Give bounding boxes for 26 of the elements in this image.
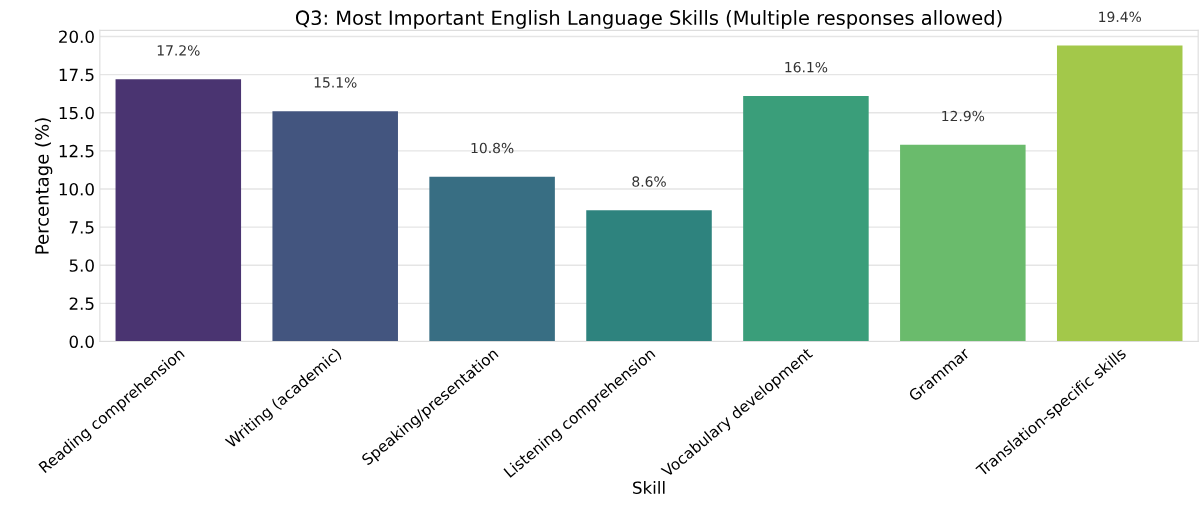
bar	[272, 111, 398, 342]
y-tick-label: 0.0	[69, 335, 94, 349]
bar	[429, 176, 555, 342]
y-tick-label: 10.0	[59, 182, 94, 196]
bar	[1056, 45, 1183, 342]
data-label: 16.1%	[785, 61, 828, 73]
y-tick-label: 2.5	[69, 297, 94, 310]
data-label: 15.1%	[314, 77, 357, 88]
x-axis-title: Skill	[633, 481, 665, 495]
y-axis-title: Percentage (%)	[34, 118, 53, 254]
data-label: 8.6%	[632, 176, 666, 187]
bar	[743, 95, 869, 342]
data-label: 17.2%	[157, 45, 200, 56]
bar	[115, 79, 242, 342]
y-tick-label: 17.5	[59, 68, 94, 82]
bar	[900, 144, 1026, 342]
data-label: 19.4%	[1099, 11, 1142, 23]
data-label: 10.8%	[471, 142, 514, 154]
y-tick-label: 12.5	[59, 144, 94, 158]
y-tick-label: 15.0	[59, 106, 94, 120]
bar	[586, 210, 712, 342]
y-tick-label: 5.0	[69, 259, 94, 272]
y-tick-label: 7.5	[69, 221, 94, 234]
chart-title: Q3: Most Important English Language Skills (Multiple responses allowed)	[295, 10, 1002, 29]
data-label: 12.9%	[942, 110, 985, 122]
y-tick-label: 20.0	[59, 30, 94, 44]
